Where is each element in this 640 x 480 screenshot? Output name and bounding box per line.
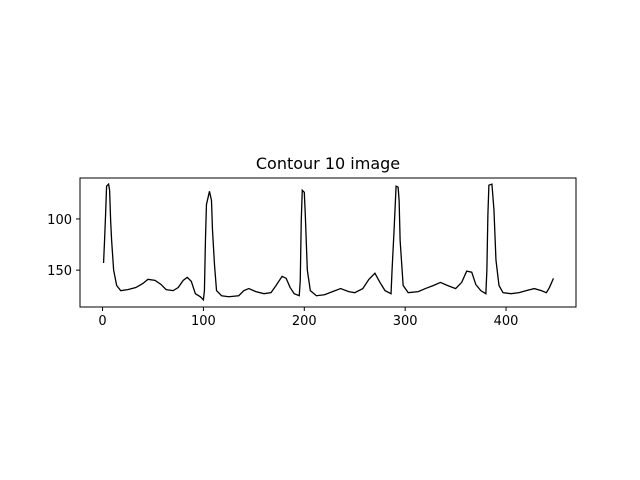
axes-frame <box>79 177 577 308</box>
y-tick-label: 100 <box>47 213 72 228</box>
x-tick-label: 300 <box>393 314 418 329</box>
x-tick-label: 0 <box>98 314 106 329</box>
chart-title: Contour 10 image <box>256 154 400 173</box>
y-tick-label: 150 <box>47 264 72 279</box>
data-line <box>102 182 555 302</box>
x-tick-label: 200 <box>292 314 317 329</box>
x-tick-label: 100 <box>191 314 216 329</box>
x-tick-label: 400 <box>494 314 519 329</box>
